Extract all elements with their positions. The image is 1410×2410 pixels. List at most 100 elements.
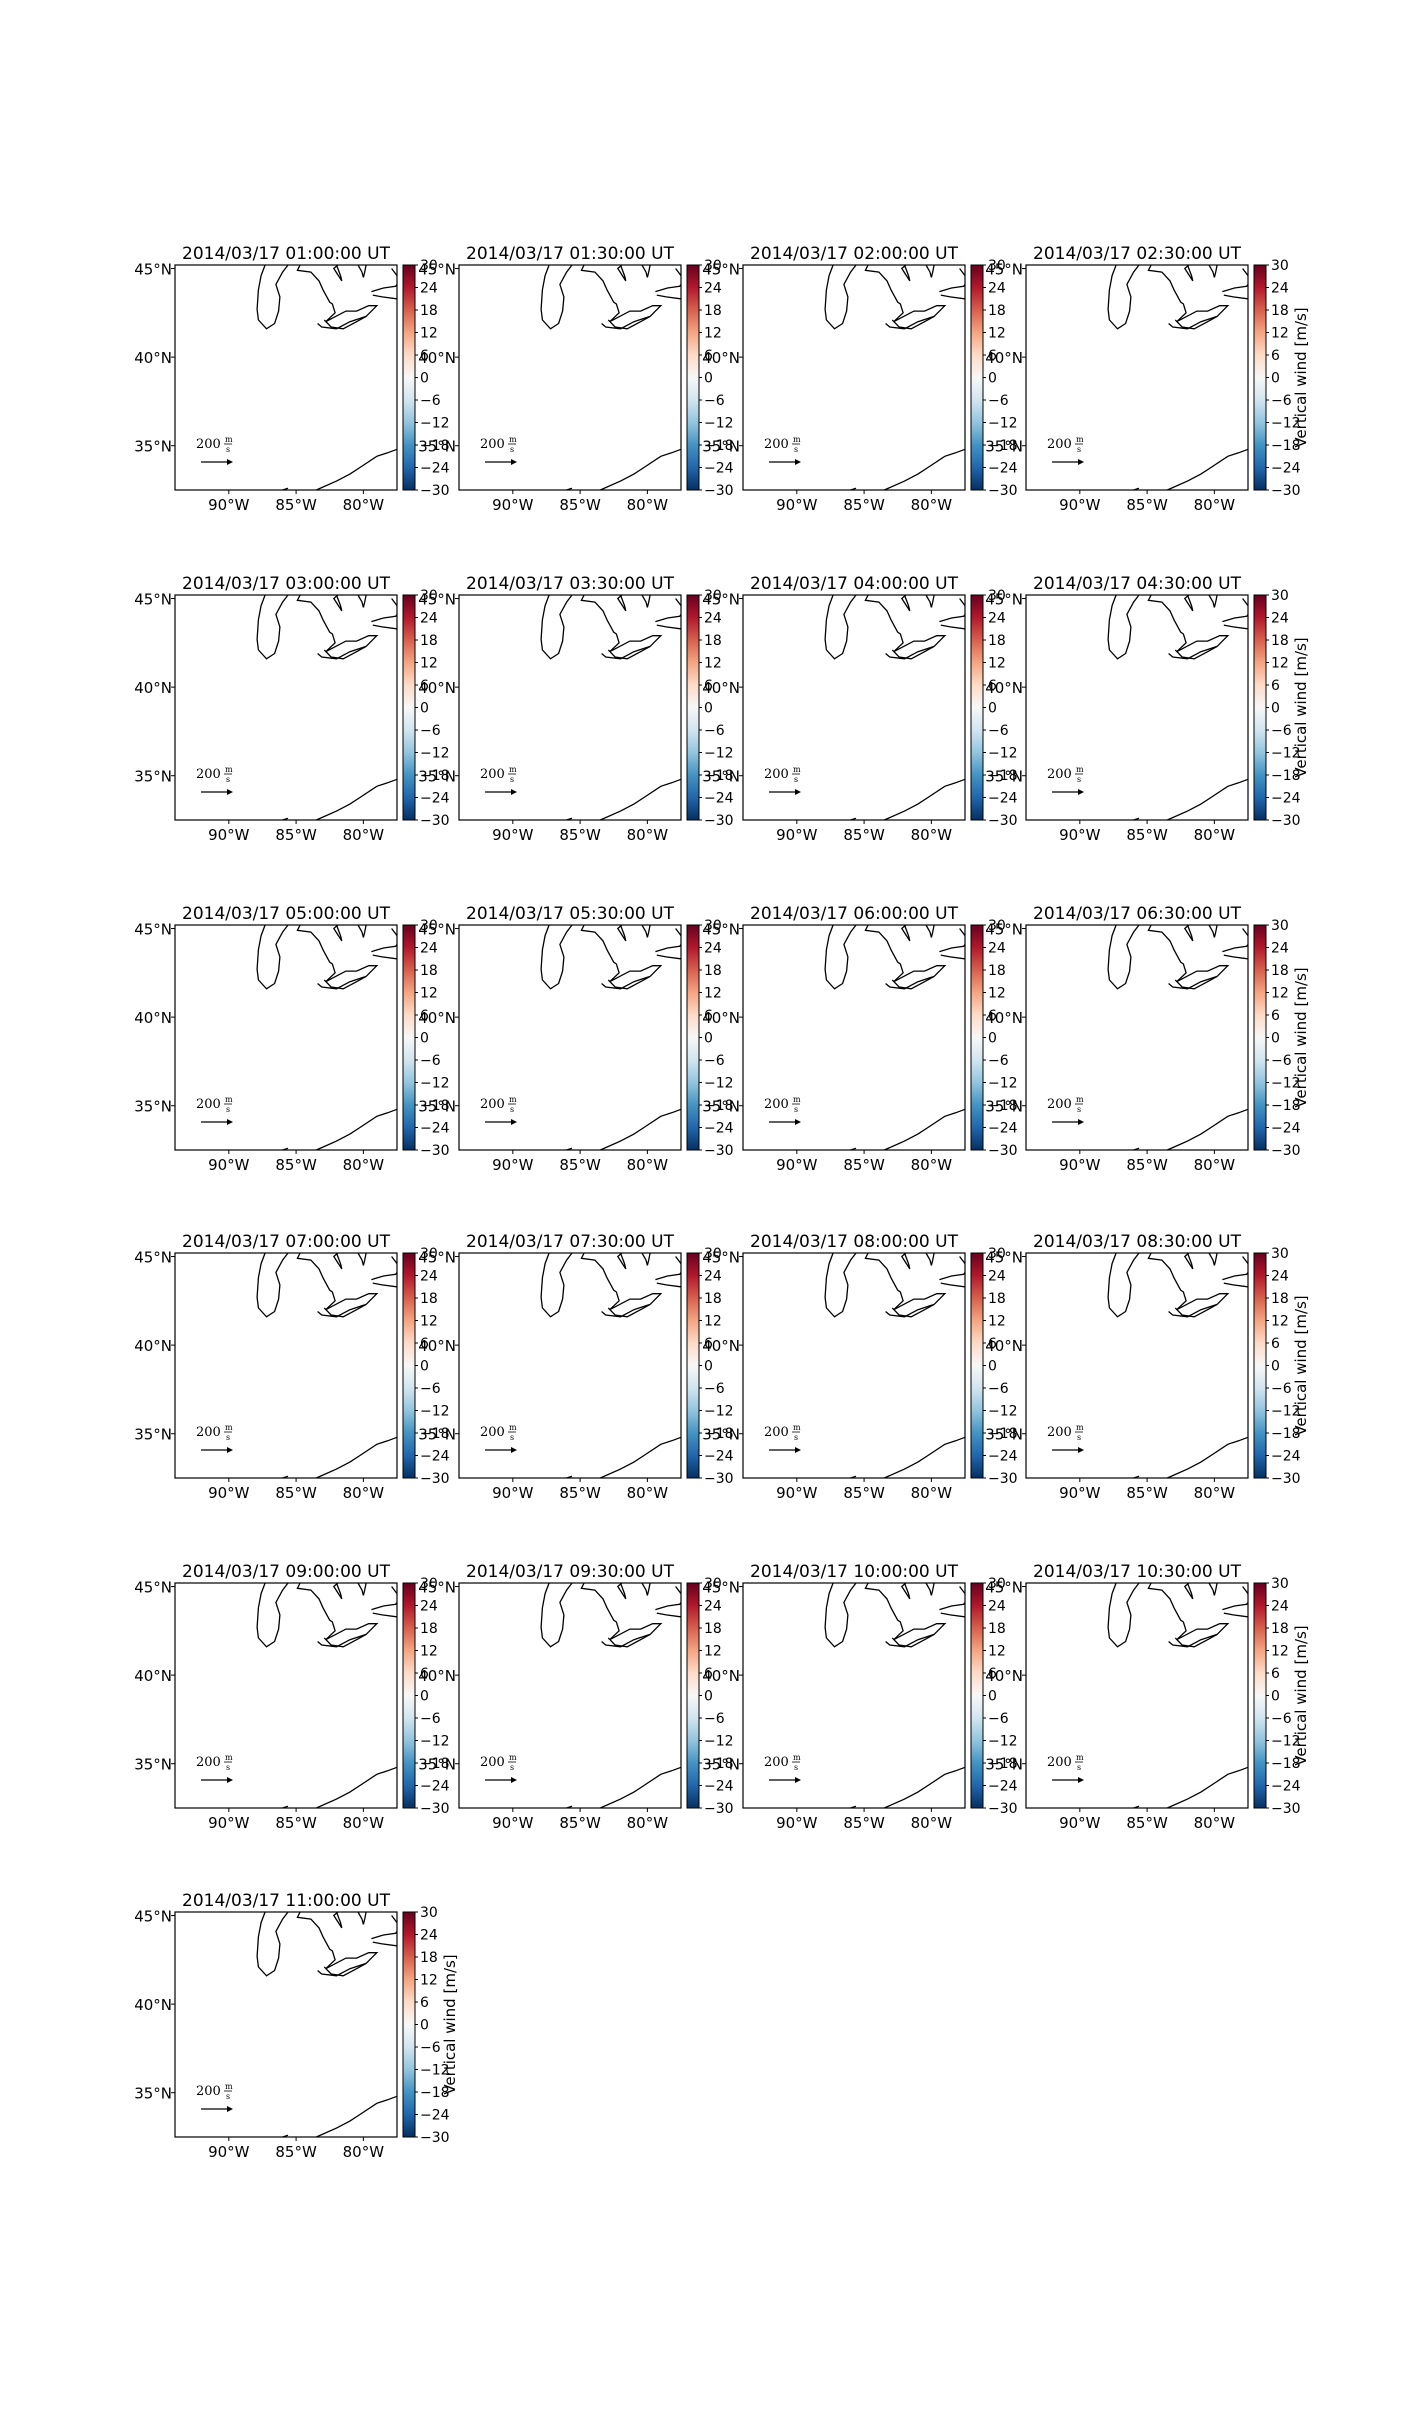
- map-frame: [1025, 924, 1249, 1151]
- lon-tick-label: 90°W: [492, 1156, 534, 1174]
- colorbar-tick-label: −30: [704, 1471, 734, 1487]
- lon-tick-label: 90°W: [492, 826, 534, 844]
- colorbar-tick-label: −6: [1271, 1381, 1292, 1397]
- lat-tick-label: 35°N: [418, 1098, 456, 1116]
- coastline: [1107, 924, 1140, 990]
- colorbar-tick-label: 24: [704, 611, 722, 627]
- coastline: [939, 614, 966, 623]
- coastline: [1208, 1252, 1218, 1266]
- coastline: [675, 268, 682, 276]
- colorbar-tick-label: 30: [704, 588, 722, 604]
- colorbar-tick-label: −12: [1271, 746, 1301, 762]
- colorbar: 30 24 18 12 6 0 −6 −12 −18 −24 −30: [970, 1576, 1018, 1817]
- map-frame: [458, 1252, 682, 1479]
- map-panel: 2014/03/17 08:00:00 UT 45°N 40°N 35°N 90°W 85…: [702, 1232, 1017, 1502]
- coastline: [655, 1272, 682, 1281]
- coastline: [959, 268, 966, 276]
- coastline: [884, 778, 966, 821]
- quiver-key-unit-numerator: m: [225, 1423, 233, 1432]
- quiver-key-arrow-head: [1078, 1119, 1084, 1125]
- colorbar: 30 24 18 12 6 0 −6 −12 −18 −24 −30: [970, 918, 1018, 1159]
- quiver-key: 200 ms: [764, 1753, 801, 1783]
- quiver-key-value: 200: [480, 1755, 505, 1770]
- panel-title: 2014/03/17 07:00:00 UT: [182, 1232, 391, 1252]
- quiver-key-value: 200: [1047, 1097, 1072, 1112]
- quiver-key-unit-denominator: s: [226, 775, 230, 784]
- colorbar-tick-label: −18: [704, 1426, 734, 1442]
- coastline: [1223, 954, 1248, 960]
- coastline: [850, 1475, 857, 1479]
- lat-tick-label: 40°N: [702, 349, 740, 367]
- quiver-key-arrow-head: [795, 1447, 801, 1453]
- colorbar-tick-label: 18: [704, 1291, 722, 1307]
- quiver-key-arrow-head: [1078, 459, 1084, 465]
- coastline: [316, 778, 398, 821]
- colorbar-tick-label: −18: [988, 438, 1018, 454]
- lon-tick-label: 90°W: [208, 1814, 250, 1832]
- quiver-key-unit-numerator: m: [1076, 765, 1084, 774]
- coastline: [940, 624, 965, 630]
- colorbar-tick-label: 6: [704, 1008, 713, 1024]
- colorbar-tick-label: −30: [704, 483, 734, 499]
- coastline: [371, 284, 398, 293]
- colorbar-tick-label: −24: [988, 1449, 1018, 1465]
- colorbar-tick-label: −12: [988, 1076, 1018, 1092]
- panel-title: 2014/03/17 01:00:00 UT: [182, 244, 391, 264]
- colorbar-tick-label: −18: [420, 1756, 450, 1772]
- map-frame: [174, 264, 398, 491]
- coastline: [1183, 1252, 1194, 1270]
- coastline: [925, 1252, 935, 1266]
- lat-tick-label: 40°N: [985, 349, 1023, 367]
- lat-tick-label: 35°N: [134, 438, 172, 456]
- lon-tick-label: 90°W: [208, 496, 250, 514]
- lat-tick-label: 40°N: [702, 679, 740, 697]
- coastlines: [824, 1252, 966, 1479]
- lat-tick-label: 40°N: [134, 1009, 172, 1027]
- coastline: [641, 1582, 651, 1596]
- coastline: [372, 954, 397, 960]
- colorbar-tick-label: 18: [704, 963, 722, 979]
- colorbar-tick-label: −6: [704, 1381, 725, 1397]
- colorbar-tick-label: 24: [420, 1928, 438, 1944]
- coastline: [282, 1475, 289, 1479]
- colorbar-tick-label: 24: [1271, 281, 1289, 297]
- coastline: [1223, 1612, 1248, 1618]
- colorbar: 30 24 18 12 6 0 −6 −12 −18 −24 −30: [402, 918, 450, 1159]
- lon-tick-label: 80°W: [343, 1814, 385, 1832]
- colorbar: 30 24 18 12 6 0 −6 −12 −18 −24 −30: [970, 588, 1018, 829]
- coastline: [540, 1582, 573, 1648]
- quiver-key: 200 ms: [196, 435, 233, 465]
- lat-tick-label: 35°N: [985, 1098, 1023, 1116]
- colorbar-tick-label: −12: [704, 746, 734, 762]
- coastline: [282, 1805, 289, 1809]
- coastline: [1167, 448, 1249, 491]
- lat-tick-label: 35°N: [418, 768, 456, 786]
- lon-tick-label: 90°W: [208, 1156, 250, 1174]
- quiver-key-unit-numerator: m: [509, 765, 517, 774]
- lat-tick-label: 35°N: [134, 768, 172, 786]
- colorbar-tick-label: 6: [988, 678, 997, 694]
- coastlines: [540, 594, 682, 821]
- colorbar: 30 24 18 12 6 0 −6 −12 −18 −24 −30: [402, 1246, 450, 1487]
- lon-tick-label: 80°W: [343, 826, 385, 844]
- lat-tick-label: 40°N: [702, 1337, 740, 1355]
- coastlines: [1107, 264, 1249, 491]
- coastline: [824, 1252, 857, 1318]
- coastline: [891, 645, 935, 660]
- colorbar-tick-label: −18: [420, 2085, 450, 2101]
- coastline: [371, 1272, 398, 1281]
- colorbar-tick-label: −18: [704, 438, 734, 454]
- colorbar-tick-label: −18: [1271, 1426, 1301, 1442]
- lat-tick-label: 45°N: [134, 1249, 172, 1267]
- colorbar-gradient: [686, 264, 700, 491]
- coastline: [1242, 1586, 1249, 1594]
- quiver-key-unit-denominator: s: [1077, 1105, 1081, 1114]
- lon-tick-label: 85°W: [559, 1484, 601, 1502]
- quiver-key-unit-denominator: s: [794, 1433, 798, 1442]
- quiver-key-unit-denominator: s: [226, 445, 230, 454]
- quiver-key-unit-numerator: m: [793, 435, 801, 444]
- lat-tick-label: 35°N: [702, 768, 740, 786]
- map-panel: 2014/03/17 09:30:00 UT 45°N 40°N 35°N 90°W 85…: [418, 1562, 733, 1832]
- quiver-key-unit-numerator: m: [1076, 1423, 1084, 1432]
- quiver-key-value: 200: [196, 1097, 221, 1112]
